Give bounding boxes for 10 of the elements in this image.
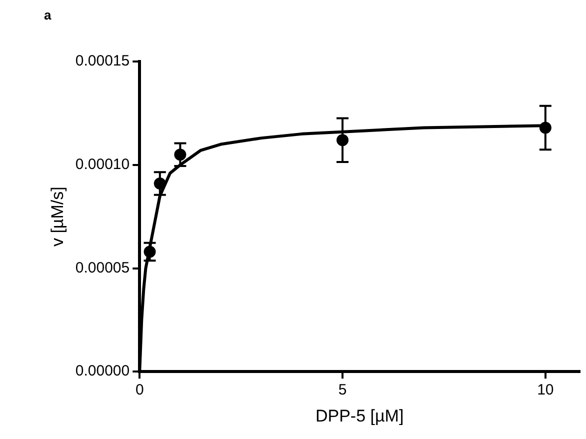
y-axis-title: v [µM/s]: [48, 186, 67, 247]
y-tick-label: 0.00005: [75, 259, 130, 276]
x-axis-title: DPP-5 [µM]: [315, 406, 404, 426]
x-tick-label: 10: [537, 382, 554, 399]
x-tick-label: 5: [338, 382, 347, 399]
y-tick-label: 0.00015: [75, 52, 130, 70]
x-tick-label: 0: [135, 382, 144, 399]
y-tick-label: 0.00000: [75, 362, 130, 380]
chart-title: a: [44, 7, 52, 22]
y-tick-label: 0.00010: [75, 156, 130, 174]
